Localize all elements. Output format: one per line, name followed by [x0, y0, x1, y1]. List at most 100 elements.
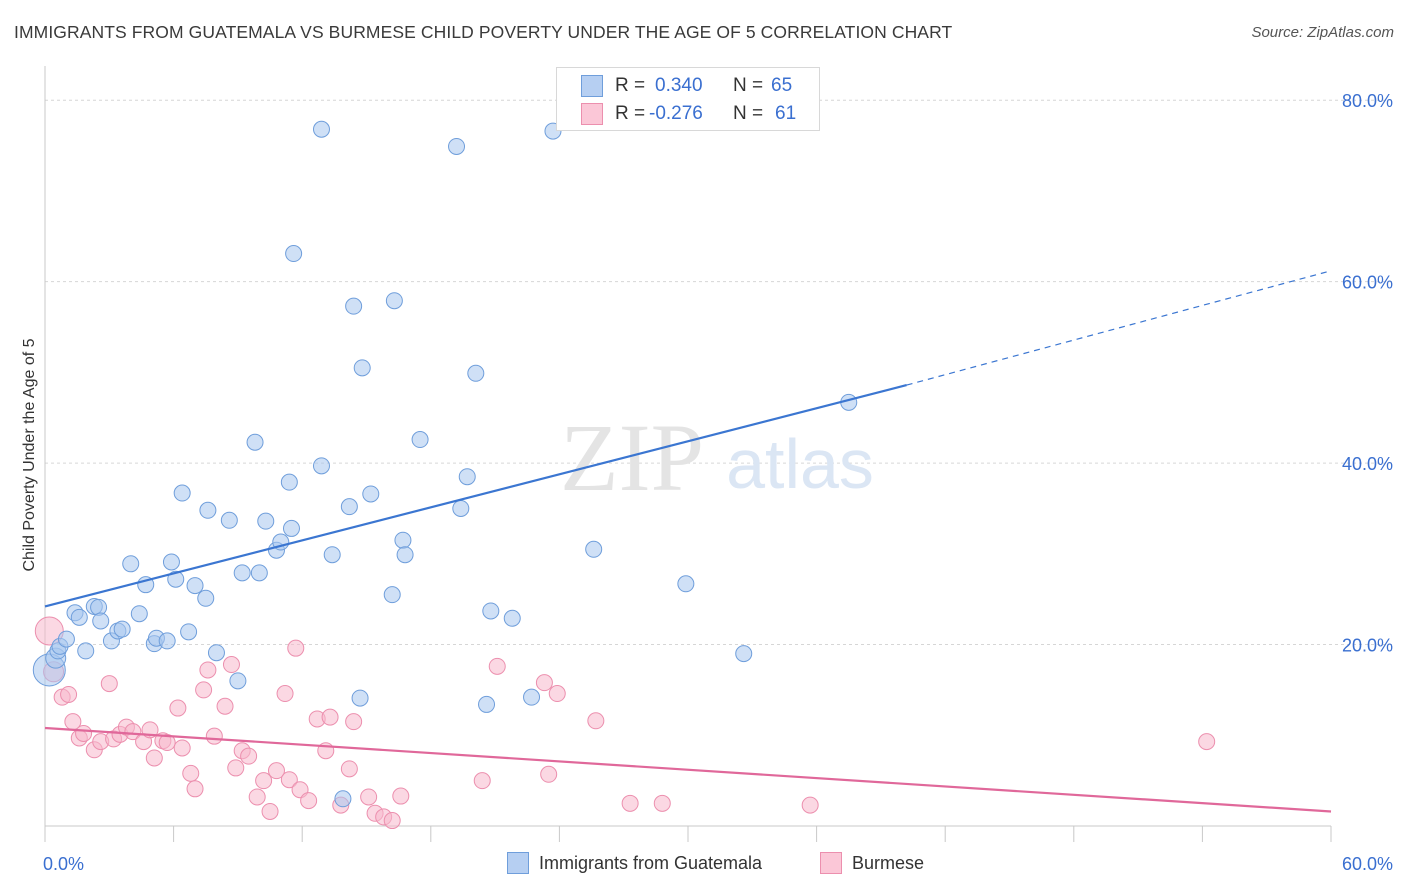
data-point [216, 697, 234, 715]
data-point [587, 712, 605, 730]
watermark: ZIP atlas [560, 404, 874, 511]
data-point [548, 685, 566, 703]
data-point [92, 612, 110, 630]
data-point [362, 485, 380, 503]
watermark-atlas: atlas [726, 425, 874, 503]
legend-r-label: R = [615, 103, 646, 124]
data-point [677, 575, 695, 593]
data-point [173, 739, 191, 757]
legend-n-label: N = [733, 75, 764, 96]
data-point [162, 553, 180, 571]
data-point [345, 297, 363, 315]
data-point [34, 616, 64, 646]
data-point [70, 608, 88, 626]
data-point [392, 787, 410, 805]
data-point [220, 511, 238, 529]
data-point [452, 499, 470, 517]
data-point [240, 747, 258, 765]
data-point [396, 546, 414, 564]
tick-labels: 20.0% 40.0% 60.0% 80.0% 0.0% 60.0% [43, 91, 1393, 874]
legend-n-value: 65 [771, 75, 793, 96]
source-label: Source: ZipAtlas.com [1251, 24, 1394, 41]
data-point [280, 473, 298, 491]
watermark-zip: ZIP [560, 404, 704, 511]
data-point [383, 812, 401, 830]
data-point [411, 431, 429, 449]
data-point [255, 772, 273, 790]
data-point [653, 794, 671, 812]
data-point [250, 564, 268, 582]
data-point [735, 645, 753, 663]
legend-item-guatemala: Immigrants from Guatemala [507, 852, 762, 874]
data-point [385, 292, 403, 310]
legend-r-label: R = [615, 75, 646, 96]
trend-line-burmese [44, 726, 1332, 813]
data-point [229, 672, 247, 690]
x-tick-label: 0.0% [43, 854, 84, 874]
legend-swatch-blue [581, 75, 603, 97]
legend-swatch-pink [581, 103, 603, 125]
chart-title: IMMIGRANTS FROM GUATEMALA VS BURMESE CHI… [14, 22, 953, 42]
axes [44, 66, 1332, 842]
data-point [321, 708, 339, 726]
series-legend: Immigrants from Guatemala Burmese [0, 852, 1406, 878]
data-point [383, 586, 401, 604]
data-point [523, 688, 541, 706]
data-point [233, 564, 251, 582]
data-point [448, 137, 466, 155]
data-point [285, 245, 303, 263]
series-burmese [34, 616, 1216, 830]
data-point [248, 788, 266, 806]
legend-r-value: 0.340 [655, 75, 703, 96]
data-point [345, 713, 363, 731]
data-point [199, 501, 217, 519]
data-point [173, 484, 191, 502]
data-point [195, 681, 213, 699]
trend-lines [44, 270, 1332, 813]
data-point [535, 674, 553, 692]
y-tick-label: 40.0% [1342, 454, 1393, 474]
data-point [124, 723, 142, 741]
data-point [60, 685, 78, 703]
data-point [222, 656, 240, 674]
data-point [340, 498, 358, 516]
data-point [287, 639, 305, 657]
data-point [186, 780, 204, 798]
data-point [100, 675, 118, 693]
data-point [77, 642, 95, 660]
data-point [351, 689, 369, 707]
data-point [1198, 733, 1216, 751]
legend-swatch-pink [820, 852, 842, 874]
legend-r-value: -0.276 [649, 103, 703, 124]
data-point [227, 759, 245, 777]
gridlines [45, 99, 1393, 646]
data-point [257, 512, 275, 530]
data-point [158, 632, 176, 650]
data-point [353, 359, 371, 377]
data-point [801, 796, 819, 814]
data-point [180, 623, 198, 641]
data-point [207, 644, 225, 662]
data-point [360, 788, 378, 806]
data-point [182, 764, 200, 782]
data-point [312, 457, 330, 475]
x-tick-label: 60.0% [1342, 854, 1393, 874]
data-point [482, 602, 500, 620]
legend-item-burmese: Burmese [820, 852, 924, 874]
data-point [276, 685, 294, 703]
data-point [473, 772, 491, 790]
data-point [340, 760, 358, 778]
legend-swatch-blue [507, 852, 529, 874]
stats-legend: R = 0.340 N = 65 R = -0.276 N = 61 [556, 67, 820, 131]
data-point [167, 570, 185, 588]
data-point [261, 802, 279, 820]
data-point [199, 661, 217, 679]
data-point [280, 771, 298, 789]
data-point [488, 657, 506, 675]
data-point [113, 620, 131, 638]
y-tick-label: 60.0% [1342, 273, 1393, 293]
data-point [585, 540, 603, 558]
legend-label: Immigrants from Guatemala [539, 852, 763, 873]
data-point [478, 695, 496, 713]
y-tick-label: 20.0% [1342, 636, 1393, 656]
